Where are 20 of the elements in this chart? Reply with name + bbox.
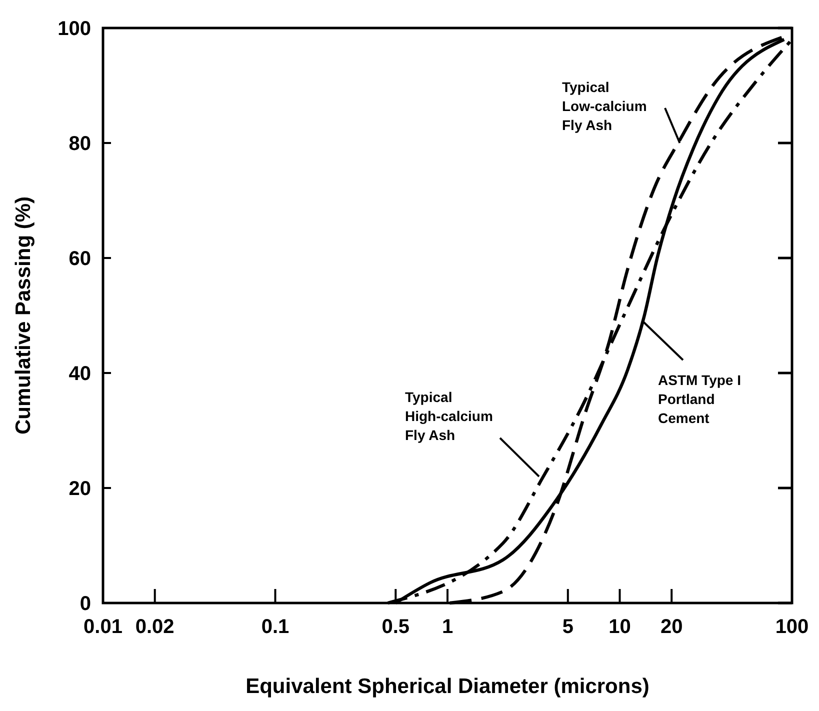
annotation: Typical High-calcium Fly Ash bbox=[405, 389, 493, 443]
y-tick-label: 60 bbox=[68, 248, 91, 270]
annotation: ASTM Type I Portland Cement bbox=[658, 372, 741, 426]
x-tick-label: 0.1 bbox=[261, 616, 290, 638]
x-axis-title: Equivalent Spherical Diameter (microns) bbox=[246, 675, 650, 698]
x-tick-label: 5 bbox=[562, 616, 574, 638]
x-tick-label: 20 bbox=[660, 616, 683, 638]
y-tick-label: 80 bbox=[68, 133, 91, 155]
x-tick-label: 100 bbox=[775, 616, 809, 638]
y-tick-label: 20 bbox=[68, 478, 91, 500]
x-tick-label: 1 bbox=[442, 616, 454, 638]
x-tick-label: 0.02 bbox=[135, 616, 174, 638]
annotation: Typical Low-calcium Fly Ash bbox=[562, 79, 647, 133]
y-tick-label: 100 bbox=[58, 18, 91, 40]
y-tick-label: 0 bbox=[80, 593, 91, 615]
x-tick-label: 0.5 bbox=[382, 616, 410, 638]
x-tick-label: 0.01 bbox=[84, 616, 122, 638]
y-tick-label: 40 bbox=[68, 363, 91, 385]
x-tick-label: 10 bbox=[608, 616, 631, 638]
y-axis-title: Cumulative Passing (%) bbox=[12, 196, 35, 435]
